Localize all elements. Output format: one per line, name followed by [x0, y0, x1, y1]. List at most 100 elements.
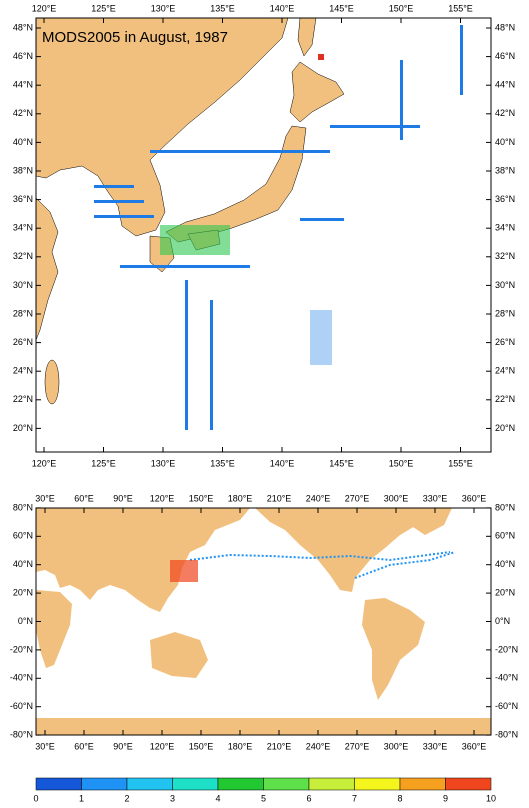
- lon-label: 150°E: [189, 493, 214, 503]
- lat-label: -60°N: [495, 701, 518, 711]
- lat-label: 0°N: [18, 616, 33, 626]
- obs-cell: [310, 310, 332, 365]
- lat-label: 80°N: [13, 502, 33, 512]
- colorbar-segment: [308, 777, 355, 791]
- lon-label: 330°E: [423, 741, 448, 751]
- map-title: MODS2005 in August, 1987: [42, 29, 228, 46]
- colorbar-segment: [172, 777, 219, 791]
- lat-label: -80°N: [495, 729, 518, 739]
- lon-label: 120°E: [32, 3, 57, 13]
- colorbar-segment: [81, 777, 128, 791]
- lat-label: 36°N: [495, 194, 515, 204]
- colorbar-label: 7: [352, 793, 357, 803]
- obs-cell: [210, 300, 213, 430]
- lat-label: -80°N: [10, 729, 33, 739]
- lat-label: 20°N: [13, 423, 33, 433]
- lat-label: 26°N: [13, 337, 33, 347]
- obs-cell: [170, 560, 198, 582]
- lon-label: 300°E: [384, 493, 409, 503]
- colorbar-label: 9: [443, 793, 448, 803]
- lon-label: 300°E: [384, 741, 409, 751]
- lon-label: 120°E: [32, 458, 57, 468]
- lon-label: 120°E: [150, 741, 175, 751]
- lat-label: 24°N: [495, 366, 515, 376]
- colorbar-segment: [126, 777, 173, 791]
- colorbar-label: 2: [124, 793, 129, 803]
- lat-label: 36°N: [13, 194, 33, 204]
- lat-label: 46°N: [495, 51, 515, 61]
- colorbar-segment: [217, 777, 264, 791]
- lat-label: 40°N: [13, 559, 33, 569]
- colorbar-segment: [263, 777, 310, 791]
- lat-label: 32°N: [13, 251, 33, 261]
- obs-cell: [460, 25, 463, 95]
- lon-label: 120°E: [150, 493, 175, 503]
- lon-label: 90°E: [113, 741, 133, 751]
- obs-cell: [330, 125, 420, 128]
- land: [400, 508, 452, 535]
- lat-label: -40°N: [495, 673, 518, 683]
- lat-label: 48°N: [495, 22, 515, 32]
- top-map: MODS2005 in August, 1987: [35, 17, 492, 453]
- colorbar-label: 0: [33, 793, 38, 803]
- lon-label: 360°E: [462, 493, 487, 503]
- land: [150, 632, 208, 678]
- land: [36, 718, 491, 735]
- obs-cell: [120, 265, 250, 268]
- lat-label: 20°N: [13, 587, 33, 597]
- colorbar-label: 10: [486, 793, 496, 803]
- colorbar-label: 6: [306, 793, 311, 803]
- colorbar-segment: [354, 777, 401, 791]
- lon-label: 30°E: [35, 741, 55, 751]
- land: [44, 359, 60, 405]
- obs-cell: [94, 200, 144, 203]
- lon-label: 60°E: [74, 493, 94, 503]
- land: [35, 17, 289, 237]
- lon-label: 240°E: [306, 741, 331, 751]
- land: [36, 590, 72, 668]
- obs-track: [189, 551, 451, 562]
- lon-label: 135°E: [210, 3, 235, 13]
- observations: [94, 25, 463, 430]
- lon-label: 30°E: [35, 493, 55, 503]
- lat-label: 42°N: [495, 108, 515, 118]
- lon-label: 90°E: [113, 493, 133, 503]
- lat-label: 26°N: [495, 337, 515, 347]
- lon-label: 60°E: [74, 741, 94, 751]
- lon-label: 140°E: [270, 458, 295, 468]
- obs-cell: [185, 280, 188, 430]
- lat-label: 40°N: [495, 137, 515, 147]
- lat-label: -20°N: [10, 644, 33, 654]
- lat-label: 24°N: [13, 366, 33, 376]
- lon-label: 145°E: [329, 3, 354, 13]
- lon-label: 130°E: [151, 3, 176, 13]
- lon-label: 155°E: [448, 458, 473, 468]
- land: [362, 598, 425, 700]
- colorbar-label: 3: [170, 793, 175, 803]
- lat-label: 22°N: [495, 394, 515, 404]
- bottom-map: [35, 507, 492, 736]
- lat-label: 30°N: [13, 280, 33, 290]
- lat-label: 40°N: [13, 137, 33, 147]
- obs-track: [354, 551, 456, 579]
- lat-label: 48°N: [13, 22, 33, 32]
- lat-label: -40°N: [10, 673, 33, 683]
- lat-label: -60°N: [10, 701, 33, 711]
- lat-label: 32°N: [495, 251, 515, 261]
- lon-label: 180°E: [228, 741, 253, 751]
- lon-label: 270°E: [345, 493, 370, 503]
- lat-label: 38°N: [13, 165, 33, 175]
- lat-label: 34°N: [13, 223, 33, 233]
- lat-label: 30°N: [495, 280, 515, 290]
- lon-label: 270°E: [345, 741, 370, 751]
- lat-label: -20°N: [495, 644, 518, 654]
- lon-label: 135°E: [210, 458, 235, 468]
- colorbar-label: 4: [215, 793, 220, 803]
- lat-label: 44°N: [13, 80, 33, 90]
- lat-label: 38°N: [495, 165, 515, 175]
- lat-label: 34°N: [495, 223, 515, 233]
- obs-cell: [94, 215, 154, 218]
- colorbar-segment: [445, 777, 492, 791]
- obs-cell: [300, 218, 344, 221]
- lat-label: 28°N: [13, 308, 33, 318]
